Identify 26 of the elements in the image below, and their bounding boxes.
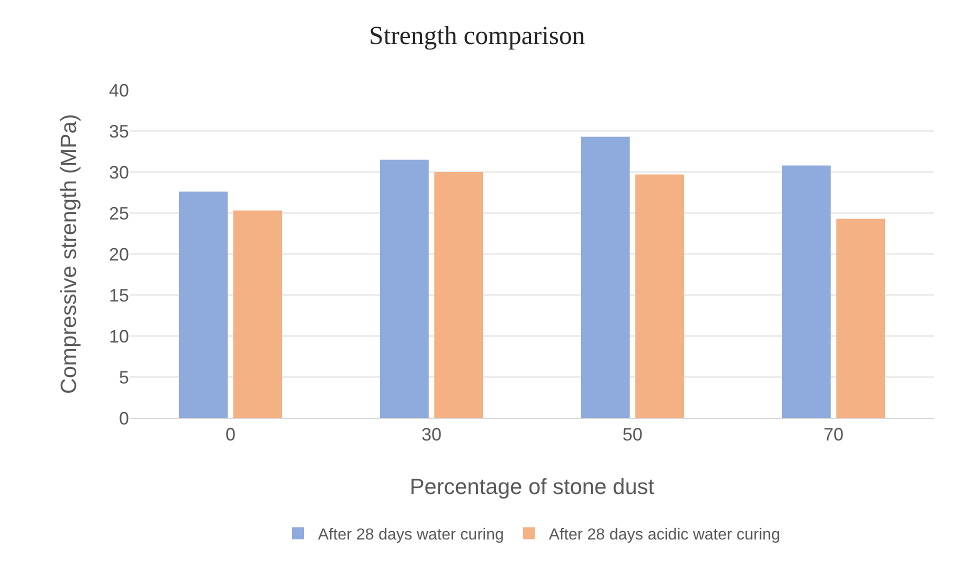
- legend-label: After 28 days water curing: [318, 526, 504, 544]
- y-tick-label: 5: [118, 367, 129, 388]
- bar: [178, 192, 228, 418]
- y-tick-label: 10: [108, 326, 129, 346]
- y-tick-label: 20: [108, 244, 129, 264]
- bar: [434, 172, 484, 418]
- bar: [580, 136, 630, 418]
- y-tick-label: 15: [108, 285, 129, 306]
- bar: [836, 218, 886, 418]
- x-tick-label: 30: [421, 424, 442, 445]
- legend-label: After 28 days acidic water curing: [548, 526, 780, 544]
- bar: [635, 174, 684, 418]
- bar: [233, 210, 282, 418]
- x-tick-label: 70: [823, 424, 844, 445]
- x-axis-title: Percentage of stone dust: [410, 474, 654, 499]
- chart-title: Strength comparison: [369, 21, 585, 50]
- bar: [782, 165, 831, 418]
- x-tick-label: 50: [622, 424, 643, 445]
- bar: [380, 160, 429, 418]
- y-tick-label: 40: [108, 80, 129, 100]
- x-tick-label: 0: [225, 424, 236, 445]
- y-tick-label: 30: [108, 162, 129, 182]
- y-tick-label: 0: [118, 408, 129, 428]
- y-tick-label: 35: [108, 121, 129, 142]
- y-axis-title: Compressive strength (MPa): [56, 114, 81, 394]
- y-tick-label: 25: [108, 203, 129, 224]
